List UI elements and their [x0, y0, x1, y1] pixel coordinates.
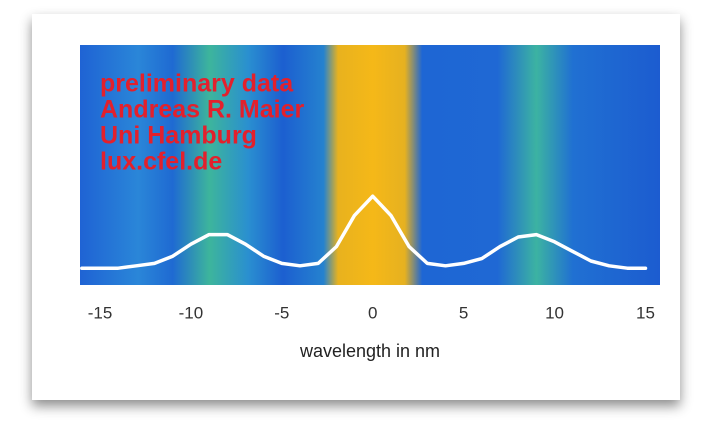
annotation: Andreas R. Maier: [100, 96, 305, 124]
x-tick-label: 0: [368, 303, 377, 322]
annotation: lux.cfel.de: [100, 148, 222, 176]
x-tick-label: -10: [179, 303, 204, 322]
intensity-line: [80, 194, 648, 270]
x-tick-label: 15: [636, 303, 655, 322]
x-tick-label: 10: [545, 303, 564, 322]
plot: [80, 194, 648, 270]
annotation: Uni Hamburg: [100, 122, 257, 150]
x-tick-label: -5: [274, 303, 289, 322]
annotation: preliminary data: [100, 70, 294, 98]
x-tick-label: 5: [459, 303, 468, 322]
x-axis-label: wavelength in nm: [299, 341, 440, 361]
x-tick-label: -15: [88, 303, 113, 322]
